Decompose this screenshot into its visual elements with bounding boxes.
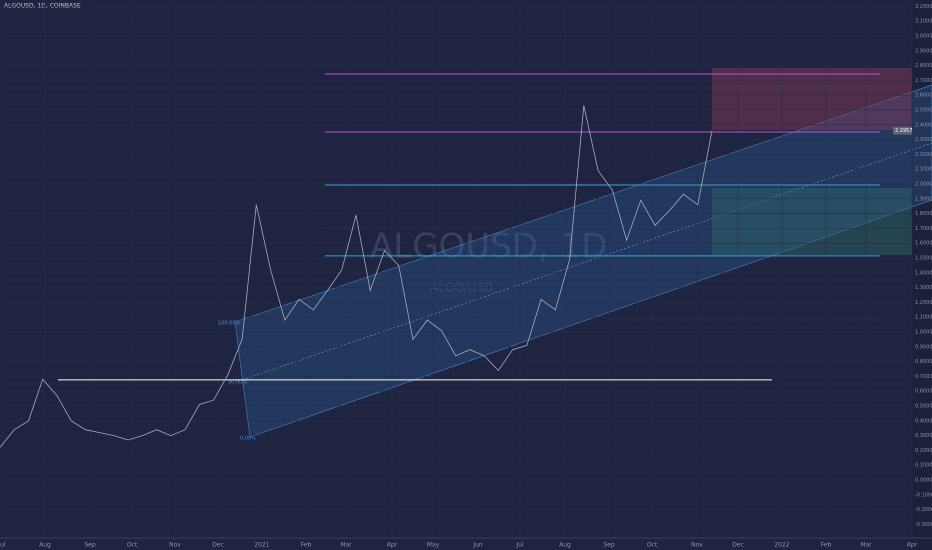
y-tick-label: 1.6000	[915, 241, 932, 247]
fib-label: 0.00%	[240, 436, 256, 442]
x-tick-label: Mar	[860, 542, 872, 549]
x-tick-label: Nov	[169, 542, 181, 549]
y-tick-label: 2.9000	[915, 48, 932, 54]
channel-midline	[241, 142, 932, 381]
x-tick-label: 2021	[254, 542, 269, 549]
y-tick-label: 1.4000	[915, 270, 932, 276]
x-tick-label: Aug	[39, 542, 51, 549]
stop-zone	[712, 188, 912, 255]
y-tick-label: 0.4000	[915, 418, 932, 424]
y-tick-label: 0.1000	[915, 463, 932, 469]
x-tick-label: Oct	[127, 542, 138, 549]
x-tick-label: Dec	[212, 542, 224, 549]
y-tick-label: 1.7000	[915, 226, 932, 232]
x-tick-label: Feb	[301, 542, 312, 549]
x-tick-label: Apr	[387, 542, 398, 549]
y-tick-label: 2.5000	[915, 107, 932, 113]
y-tick-label: 3.2000	[915, 4, 932, 10]
y-tick-label: 2.6000	[915, 93, 932, 99]
y-tick-label: 0.9000	[915, 344, 932, 350]
fib-label: 50.00%	[228, 380, 247, 386]
y-tick-label: 0.2000	[915, 448, 932, 454]
y-tick-label: 2.3000	[915, 137, 932, 143]
x-tick-label: Jul	[0, 542, 6, 549]
y-tick-label: 2.2000	[915, 152, 932, 158]
y-tick-label: 1.2000	[915, 300, 932, 306]
y-tick-label: 1.1000	[915, 315, 932, 321]
x-tick-label: Dec	[732, 542, 744, 549]
x-tick-label: Jun	[472, 542, 483, 549]
price-tag: 2.2957	[895, 128, 913, 134]
y-tick-label: 3.1000	[915, 19, 932, 25]
x-tick-label: 2022	[774, 542, 789, 549]
y-tick-label: 2.8000	[915, 63, 932, 69]
y-tick-label: 0.7000	[915, 374, 932, 380]
x-tick-label: Mar	[340, 542, 352, 549]
x-tick-label: Sep	[603, 542, 615, 549]
x-tick-label: Oct	[647, 542, 658, 549]
target-zone	[712, 68, 912, 130]
price-line	[0, 105, 713, 448]
watermark-symbol: ALGOUSD, 1D	[370, 227, 607, 267]
price-tag-bg	[893, 126, 912, 135]
y-tick-label: 0.5000	[915, 403, 932, 409]
y-tick-label: 2.4000	[915, 122, 932, 128]
y-tick-label: 1.0000	[915, 329, 932, 335]
y-tick-label: 2.0000	[915, 181, 932, 187]
x-tick-label: Apr	[907, 542, 918, 549]
x-tick-label: May	[427, 542, 440, 549]
x-tick-label: Sep	[84, 542, 96, 549]
x-tick-label: Nov	[691, 542, 703, 549]
y-tick-label: 2.7000	[915, 78, 932, 84]
y-tick-label: -0.2000	[915, 507, 932, 513]
regression-channel	[234, 84, 932, 438]
y-tick-label: 1.5000	[915, 255, 932, 261]
y-tick-label: 0.8000	[915, 359, 932, 365]
y-tick-label: 2.1000	[915, 167, 932, 173]
x-tick-label: Aug	[559, 542, 571, 549]
y-tick-label: -0.1000	[915, 492, 932, 498]
y-tick-label: 1.8000	[915, 211, 932, 217]
chart-title: ALGOUSD, 1D, COINBASE	[4, 3, 81, 10]
y-tick-label: 1.3000	[915, 285, 932, 291]
price-axis	[912, 0, 932, 550]
x-tick-label: Jul	[515, 542, 524, 549]
y-tick-label: 1.9000	[915, 196, 932, 202]
y-tick-label: 0.0000	[915, 477, 932, 483]
y-tick-label: 0.3000	[915, 433, 932, 439]
y-tick-label: -0.3000	[915, 522, 932, 528]
y-tick-label: 0.6000	[915, 389, 932, 395]
x-tick-label: Feb	[821, 542, 832, 549]
fib-label: 100.00%	[218, 321, 240, 327]
y-tick-label: 3.0000	[915, 33, 932, 39]
